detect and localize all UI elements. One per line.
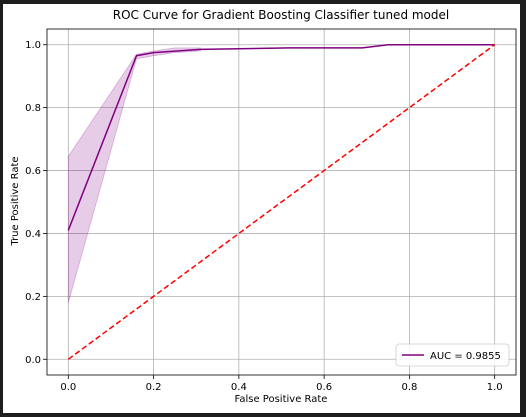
confidence-band-layer [67,47,201,303]
x-tick-label: 0.4 [231,382,247,393]
y-tick-label: 1.0 [25,40,41,51]
x-tick-label: 0.2 [146,382,162,393]
x-tick-label: 1.0 [487,382,503,393]
chart-title: ROC Curve for Gradient Boosting Classifi… [113,8,450,22]
legend-box [395,343,510,367]
y-tick-label: 0.6 [25,166,41,177]
confidence-band [67,47,201,303]
x-tick-label: 0.8 [401,382,417,393]
random-baseline-line [67,44,496,360]
roc-chart: ROC Curve for Gradient Boosting Classifi… [10,8,517,405]
y-tick-label: 0.4 [25,229,41,240]
y-tick-label: 0.2 [25,292,41,303]
roc-curve-line [67,43,495,231]
y-axis-label: True Positive Rate [10,156,21,246]
legend: AUC = 0.9855 [395,343,510,367]
legend-label: AUC = 0.9855 [430,351,501,362]
x-tick-label: 0.0 [60,382,76,393]
y-tick-label: 0.0 [25,355,41,366]
x-tick-label: 0.6 [316,382,332,393]
figure: ROC Curve for Gradient Boosting Classifi… [3,4,520,413]
series-layer [67,43,496,360]
ticks: 0.0 0.2 0.4 0.6 0.8 1.0 0.0 0.2 0.4 0.6 0.8 1.0 [25,40,503,393]
grid [47,29,516,375]
plot-frame [46,28,517,376]
y-tick-label: 0.8 [25,103,41,114]
x-axis-label: False Positive Rate [235,394,328,405]
